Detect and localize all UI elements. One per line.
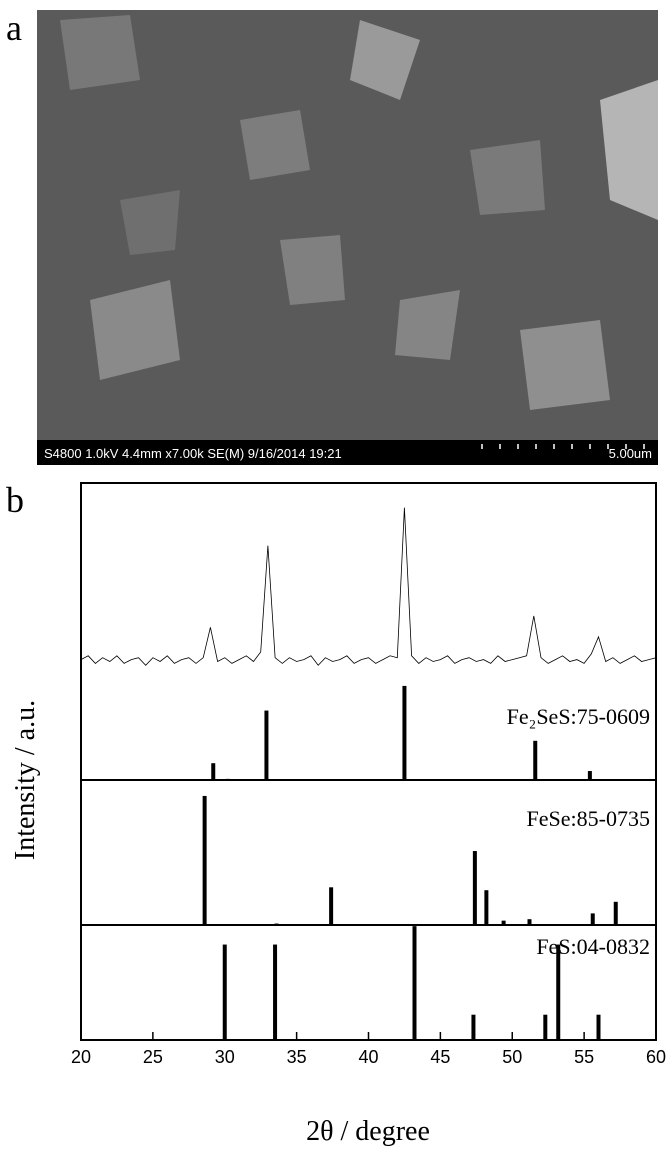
info-text: S4800 1.0kV 4.4mm x7.00k SE(M) 9/16/2014…	[44, 446, 342, 461]
particle	[240, 110, 310, 180]
particle	[60, 15, 140, 90]
reference-label: FeS:04-0832	[536, 934, 650, 959]
x-tick-label: 35	[287, 1047, 307, 1067]
sem-image: S4800 1.0kV 4.4mm x7.00k SE(M) 9/16/2014…	[37, 10, 658, 465]
particle	[120, 190, 180, 255]
frame	[80, 482, 657, 781]
reference-peak	[596, 1014, 601, 1040]
x-axis-label: 2θ / degree	[306, 1116, 430, 1147]
reference-peak	[211, 763, 216, 780]
xrd-pattern	[80, 507, 657, 666]
reference-peak	[590, 913, 595, 925]
panel-label: b	[6, 480, 24, 520]
x-tick-label: 20	[71, 1047, 91, 1067]
reference-peak	[329, 887, 334, 925]
reference-peak	[402, 685, 407, 780]
particle	[90, 280, 180, 380]
reference-peak	[225, 778, 230, 780]
particle	[280, 235, 345, 305]
x-tick-label: 45	[430, 1047, 450, 1067]
scale-ticks	[481, 444, 645, 449]
scale-bar-label: 5.00um	[609, 446, 652, 461]
particle	[470, 140, 545, 215]
reference-peak	[472, 851, 477, 925]
particle	[520, 320, 610, 410]
x-tick-label: 50	[502, 1047, 522, 1067]
reference-peak	[533, 740, 538, 780]
reference-peak	[501, 920, 506, 925]
particle	[395, 290, 460, 360]
reference-peak	[556, 944, 561, 1040]
x-tick-label: 55	[574, 1047, 594, 1067]
frame	[80, 779, 657, 926]
reference-peak	[527, 919, 532, 925]
y-axis-label: Intensity / a.u.	[10, 700, 41, 860]
x-tick-label: 25	[143, 1047, 163, 1067]
reference-label: FeSe:85-0735	[527, 806, 650, 831]
reference-peak	[274, 923, 279, 925]
reference-peak	[587, 771, 592, 780]
particle	[600, 80, 658, 220]
x-tick-label: 30	[215, 1047, 235, 1067]
reference-peak	[613, 901, 618, 925]
reference-peak	[264, 710, 269, 780]
reference-peak	[543, 1014, 548, 1040]
reference-label: Fe₂SeS:75-0609	[507, 704, 650, 729]
reference-peak	[484, 890, 489, 925]
panel-label: a	[6, 8, 22, 48]
x-tick-label: 60	[646, 1047, 666, 1067]
reference-peak	[202, 795, 207, 925]
particle	[350, 20, 420, 100]
reference-peak	[273, 944, 278, 1040]
reference-peak	[412, 926, 417, 1040]
reference-peak	[222, 944, 227, 1040]
x-tick-label: 40	[358, 1047, 378, 1067]
reference-peak	[471, 1014, 476, 1040]
